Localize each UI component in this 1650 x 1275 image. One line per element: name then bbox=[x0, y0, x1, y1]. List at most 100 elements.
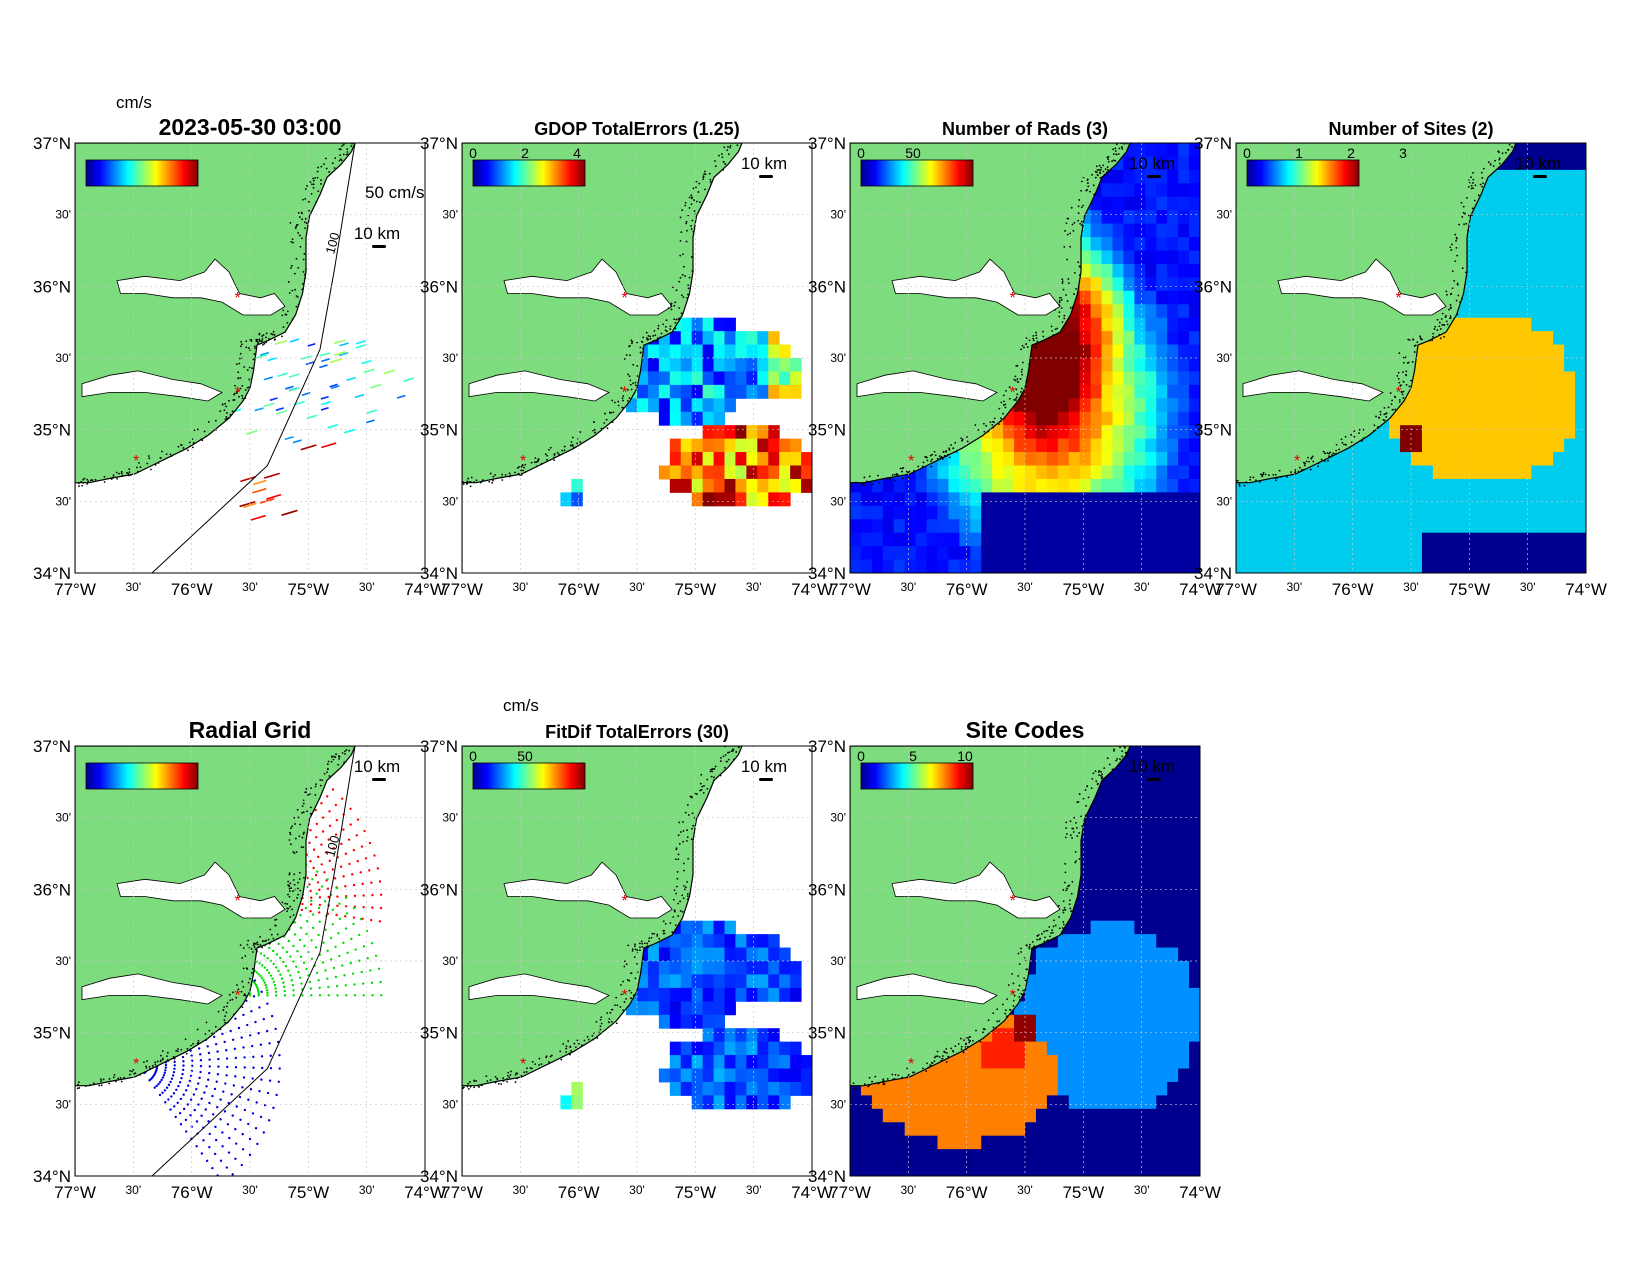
data-cell bbox=[1178, 237, 1190, 251]
lat-tick-label: 35°N bbox=[33, 1024, 71, 1043]
data-cell bbox=[1400, 438, 1412, 453]
current-vector bbox=[269, 397, 278, 402]
data-cell bbox=[1268, 478, 1281, 493]
data-cell bbox=[1487, 519, 1499, 534]
data-cell bbox=[1068, 398, 1081, 413]
coast-dot bbox=[724, 163, 727, 165]
data-cell bbox=[1312, 559, 1324, 573]
data-cell bbox=[1432, 438, 1445, 453]
data-cell bbox=[1531, 532, 1543, 547]
data-cell bbox=[1134, 478, 1146, 493]
coast-dot bbox=[261, 940, 264, 942]
data-cell bbox=[1079, 546, 1092, 561]
coast-dot bbox=[1003, 400, 1005, 403]
data-cell bbox=[850, 559, 862, 573]
coast-dot bbox=[1465, 271, 1467, 274]
data-cell bbox=[1564, 559, 1576, 573]
coast-dot bbox=[632, 382, 634, 385]
radial-grid-point bbox=[308, 980, 312, 984]
data-cell bbox=[1046, 465, 1059, 480]
coast-dot bbox=[656, 340, 659, 342]
data-cell bbox=[1323, 532, 1335, 547]
coast-dot bbox=[217, 1010, 220, 1013]
data-cell bbox=[1389, 411, 1401, 426]
lat-tick-label: 35°N bbox=[808, 421, 846, 440]
data-cell bbox=[1134, 358, 1146, 372]
radial-grid-point bbox=[186, 1084, 190, 1087]
radial-grid-point bbox=[345, 994, 348, 997]
data-cell bbox=[1134, 465, 1146, 480]
radial-grid-point bbox=[221, 1145, 224, 1148]
radial-grid-point bbox=[223, 1110, 227, 1113]
coast-dot bbox=[1461, 267, 1464, 270]
data-cell bbox=[1564, 317, 1576, 332]
data-cell bbox=[1301, 492, 1314, 507]
data-cell bbox=[1476, 425, 1489, 440]
data-cell bbox=[1454, 358, 1467, 372]
data-cell bbox=[1509, 411, 1521, 426]
radial-grid-point bbox=[305, 967, 308, 971]
data-cell bbox=[1178, 210, 1190, 225]
data-cell bbox=[1564, 478, 1576, 493]
reference-vector-label: 50 cm/s bbox=[365, 183, 425, 202]
data-cell bbox=[1509, 223, 1521, 238]
coast-dot bbox=[252, 358, 255, 361]
data-cell bbox=[1156, 478, 1168, 493]
coast-dot bbox=[1078, 199, 1081, 201]
data-cell bbox=[1156, 143, 1168, 157]
data-cell bbox=[702, 344, 715, 359]
coast-dot bbox=[258, 338, 261, 341]
coast-dot bbox=[664, 325, 667, 328]
data-cell bbox=[1575, 304, 1586, 319]
radial-grid-point bbox=[206, 1045, 209, 1048]
coast-dot bbox=[1432, 332, 1435, 335]
data-cell bbox=[1421, 492, 1434, 507]
data-cell bbox=[1476, 196, 1489, 211]
data-cell bbox=[1057, 384, 1070, 399]
coast-dot bbox=[301, 836, 304, 839]
data-cell bbox=[1057, 478, 1070, 493]
radial-grid-point bbox=[274, 1027, 277, 1031]
data-cell bbox=[1531, 250, 1543, 265]
coast-dot bbox=[674, 301, 677, 304]
data-cell bbox=[1378, 438, 1390, 453]
coast-dot bbox=[245, 340, 248, 343]
coast-dot bbox=[465, 481, 468, 484]
coast-dot bbox=[843, 483, 845, 485]
data-cell bbox=[1046, 505, 1059, 520]
data-cell bbox=[1189, 250, 1200, 265]
coast-dot bbox=[1249, 478, 1252, 481]
data-cell bbox=[779, 438, 791, 453]
data-cell bbox=[1454, 317, 1467, 332]
data-cell bbox=[1189, 183, 1200, 198]
data-cell bbox=[746, 478, 758, 493]
data-cell bbox=[1334, 492, 1346, 507]
data-cell bbox=[1432, 505, 1445, 520]
lat-tick-label: 30' bbox=[55, 351, 71, 365]
coast-dot bbox=[678, 307, 681, 309]
colorbar-tick-label: 3 bbox=[1399, 145, 1407, 161]
coast-dot bbox=[1391, 408, 1394, 411]
data-cell bbox=[1378, 452, 1390, 466]
coast-dot bbox=[998, 407, 1001, 410]
coast-dot bbox=[259, 944, 262, 946]
data-cell bbox=[1378, 465, 1390, 480]
coast-dot bbox=[229, 413, 232, 416]
radial-grid-point bbox=[221, 1032, 224, 1036]
data-cell bbox=[1123, 465, 1135, 480]
data-cell bbox=[1090, 196, 1103, 211]
coast-dot bbox=[297, 211, 300, 214]
coast-dot bbox=[268, 338, 270, 340]
coast-dot bbox=[1445, 290, 1448, 293]
radial-grid-point bbox=[268, 1079, 272, 1082]
data-cell bbox=[1123, 223, 1135, 238]
coast-dot bbox=[344, 753, 346, 755]
coast-dot bbox=[1498, 151, 1500, 154]
data-cell bbox=[1290, 519, 1303, 534]
data-cell bbox=[1334, 465, 1346, 480]
coast-dot bbox=[82, 478, 85, 481]
lon-tick-label: 74°W bbox=[1565, 580, 1607, 599]
data-cell bbox=[1564, 358, 1576, 372]
data-cell bbox=[970, 519, 982, 534]
data-cell bbox=[1189, 169, 1200, 184]
